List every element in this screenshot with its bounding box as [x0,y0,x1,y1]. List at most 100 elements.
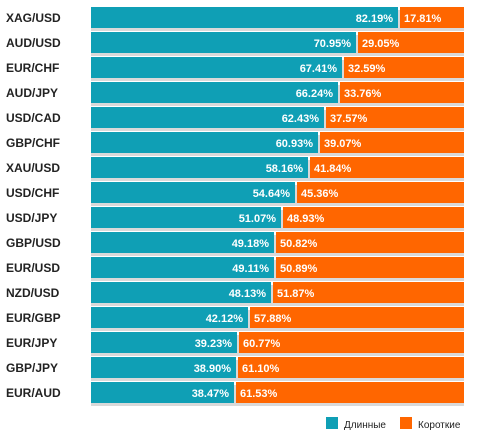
short-value-label: 48.93% [287,213,325,225]
bar-row: USD/JPY 51.07% 48.93% [6,207,464,231]
bar-row: USD/CAD 62.43% 37.57% [6,107,464,131]
long-value-label: 49.18% [232,238,270,250]
legend-long-label: Длинные [344,420,386,431]
short-value-label: 39.07% [324,138,362,150]
legend-short-label: Короткие [418,420,461,431]
short-bar [344,57,464,78]
long-value-label: 60.93% [276,138,314,150]
long-value-label: 54.64% [253,188,291,200]
pair-label: EUR/JPY [6,336,57,350]
pair-label: NZD/USD [6,286,60,300]
long-bar [91,382,234,403]
short-value-label: 61.10% [242,363,280,375]
bar-row: EUR/USD 49.11% 50.89% [6,257,464,281]
short-value-label: 51.87% [277,288,315,300]
short-bar [276,257,464,278]
short-value-label: 45.36% [301,188,339,200]
long-value-label: 82.19% [356,13,394,25]
long-bar [91,32,356,53]
bar-row: GBP/USD 49.18% 50.82% [6,232,464,256]
short-bar [250,307,464,328]
long-value-label: 51.07% [239,213,277,225]
long-bar [91,332,237,353]
long-value-label: 70.95% [314,38,352,50]
pair-label: USD/JPY [6,211,57,225]
long-value-label: 67.41% [300,63,338,75]
short-value-label: 41.84% [314,163,352,175]
long-bar [91,107,324,128]
short-value-label: 57.88% [254,313,292,325]
short-value-label: 50.89% [280,263,318,275]
bar-row: EUR/CHF 67.41% 32.59% [6,57,464,81]
long-value-label: 42.12% [206,313,244,325]
short-bar [326,107,464,128]
long-bar [91,282,271,303]
long-bar [91,207,281,228]
bar-row: USD/CHF 54.64% 45.36% [6,182,464,206]
bar-row: GBP/CHF 60.93% 39.07% [6,132,464,156]
short-bar [358,32,464,53]
short-bar [297,182,464,203]
short-value-label: 37.57% [330,113,368,125]
bar-row: AUD/USD 70.95% 29.05% [6,32,464,56]
pair-label: EUR/GBP [6,311,61,325]
long-value-label: 58.16% [266,163,304,175]
long-bar [91,132,318,153]
pair-label: XAG/USD [6,11,61,25]
short-value-label: 61.53% [240,388,278,400]
short-bar [276,232,464,253]
pair-label: GBP/JPY [6,361,58,375]
long-bar [91,7,398,28]
pair-label: EUR/USD [6,261,60,275]
short-bar [310,157,464,178]
short-bar [340,82,464,103]
pair-label: EUR/AUD [6,386,61,400]
pair-label: XAU/USD [6,161,60,175]
long-value-label: 49.11% [232,263,269,275]
long-value-label: 62.43% [282,113,320,125]
short-value-label: 60.77% [243,338,281,350]
short-bar [283,207,464,228]
long-value-label: 38.47% [192,388,230,400]
pair-label: AUD/JPY [6,86,58,100]
bar-rows: XAG/USD 82.19% 17.81% AUD/USD 70.95% 29.05% EU… [6,7,464,406]
bar-row: XAU/USD 58.16% 41.84% [6,157,464,181]
long-bar [91,57,342,78]
long-bar [91,82,338,103]
bar-row: EUR/GBP 42.12% 57.88% [6,307,464,331]
bar-row: XAG/USD 82.19% 17.81% [6,7,464,31]
bar-row: EUR/JPY 39.23% 60.77% [6,332,464,356]
short-value-label: 29.05% [362,38,400,50]
short-value-label: 33.76% [344,88,382,100]
short-bar [239,332,464,353]
bar-row: GBP/JPY 38.90% 61.10% [6,357,464,381]
bar-row: EUR/AUD 38.47% 61.53% [6,382,464,406]
long-value-label: 38.90% [194,363,232,375]
short-bar [273,282,464,303]
short-value-label: 32.59% [348,63,386,75]
short-bar [400,7,464,28]
pair-label: GBP/CHF [6,136,60,150]
legend-long-swatch [326,417,338,429]
bar-row: AUD/JPY 66.24% 33.76% [6,82,464,106]
long-value-label: 39.23% [195,338,233,350]
long-bar [91,157,308,178]
bar-row: NZD/USD 48.13% 51.87% [6,282,464,306]
legend-short-swatch [400,417,412,429]
long-bar [91,232,274,253]
long-bar [91,357,236,378]
short-bar [236,382,464,403]
pair-label: AUD/USD [6,36,61,50]
legend: Длинные Короткие [326,417,461,431]
pair-label: USD/CAD [6,111,61,125]
long-value-label: 66.24% [296,88,334,100]
pair-label: GBP/USD [6,236,61,250]
short-bar [320,132,464,153]
long-bar [91,307,248,328]
short-value-label: 50.82% [280,238,318,250]
long-bar [91,182,295,203]
short-bar [238,357,464,378]
long-value-label: 48.13% [229,288,267,300]
pair-label: EUR/CHF [6,61,59,75]
